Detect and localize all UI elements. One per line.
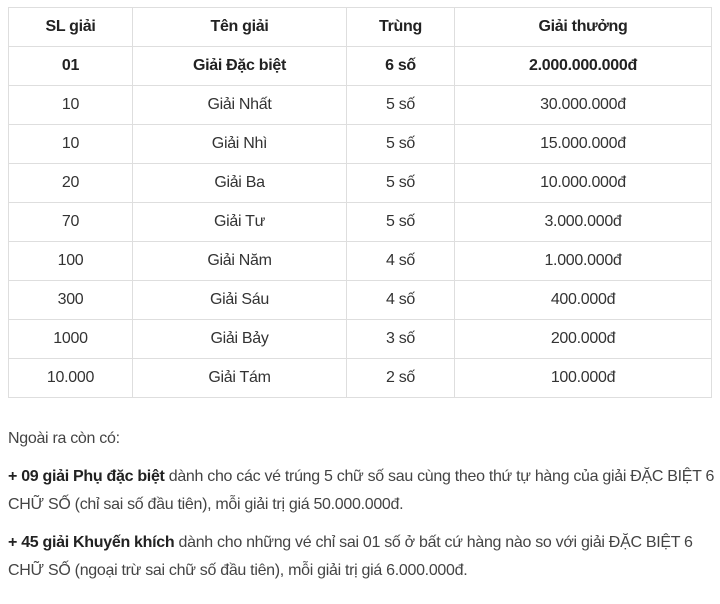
cell-match: 5 số: [346, 124, 455, 164]
header-prize-name: Tên giải: [132, 7, 347, 47]
cell-prize-name: Giải Đặc biệt: [132, 46, 347, 86]
table-row: 100 Giải Năm 4 số 1.000.000đ: [8, 241, 712, 281]
header-quantity: SL giải: [8, 7, 133, 47]
cell-match: 3 số: [346, 319, 455, 359]
header-prize-value: Giải thưởng: [454, 7, 712, 47]
cell-prize-value: 1.000.000đ: [454, 241, 712, 281]
table-header-row: SL giải Tên giải Trùng Giải thưởng: [8, 7, 712, 47]
cell-quantity: 300: [8, 280, 133, 320]
cell-prize-value: 400.000đ: [454, 280, 712, 320]
cell-match: 2 số: [346, 358, 455, 398]
cell-prize-value: 15.000.000đ: [454, 124, 712, 164]
note-item-text: dành cho các vé trúng 5 chữ số sau cùng …: [8, 468, 715, 513]
table-row: 300 Giải Sáu 4 số 400.000đ: [8, 280, 712, 320]
table-row: 1000 Giải Bảy 3 số 200.000đ: [8, 319, 712, 359]
cell-match: 4 số: [346, 280, 455, 320]
cell-prize-value: 100.000đ: [454, 358, 712, 398]
table-row: 10 Giải Nhì 5 số 15.000.000đ: [8, 124, 712, 164]
table-row: 10 Giải Nhất 5 số 30.000.000đ: [8, 85, 712, 125]
cell-quantity: 1000: [8, 319, 133, 359]
cell-match: 5 số: [346, 85, 455, 125]
table-row: 20 Giải Ba 5 số 10.000.000đ: [8, 163, 712, 203]
note-item-text: dành cho những vé chỉ sai 01 số ở bất cứ…: [8, 534, 693, 579]
table-row: 70 Giải Tư 5 số 3.000.000đ: [8, 202, 712, 242]
note-item: + 45 giải Khuyến khích dành cho những vé…: [8, 529, 718, 585]
cell-quantity: 70: [8, 202, 133, 242]
cell-prize-value: 2.000.000.000đ: [454, 46, 712, 86]
cell-prize-name: Giải Ba: [132, 163, 347, 203]
cell-prize-value: 30.000.000đ: [454, 85, 712, 125]
notes-intro: Ngoài ra còn có:: [8, 430, 120, 447]
prize-table: SL giải Tên giải Trùng Giải thưởng 01 Giả…: [8, 7, 712, 398]
cell-match: 6 số: [346, 46, 455, 86]
cell-quantity: 10.000: [8, 358, 133, 398]
cell-prize-name: Giải Năm: [132, 241, 347, 281]
cell-prize-name: Giải Nhất: [132, 85, 347, 125]
notes-section: Ngoài ra còn có: + 09 giải Phụ đặc biệt …: [8, 425, 718, 595]
cell-match: 5 số: [346, 163, 455, 203]
cell-quantity: 01: [8, 46, 133, 86]
table-row: 10.000 Giải Tám 2 số 100.000đ: [8, 358, 712, 398]
cell-quantity: 10: [8, 124, 133, 164]
cell-quantity: 10: [8, 85, 133, 125]
note-item-bold: + 09 giải Phụ đặc biệt: [8, 468, 165, 485]
cell-prize-value: 200.000đ: [454, 319, 712, 359]
cell-quantity: 20: [8, 163, 133, 203]
cell-prize-name: Giải Nhì: [132, 124, 347, 164]
note-item: + 09 giải Phụ đặc biệt dành cho các vé t…: [8, 463, 718, 519]
cell-quantity: 100: [8, 241, 133, 281]
table-row: 01 Giải Đặc biệt 6 số 2.000.000.000đ: [8, 46, 712, 86]
cell-prize-name: Giải Sáu: [132, 280, 347, 320]
cell-prize-name: Giải Tám: [132, 358, 347, 398]
cell-prize-value: 10.000.000đ: [454, 163, 712, 203]
note-item-bold: + 45 giải Khuyến khích: [8, 534, 175, 551]
cell-prize-value: 3.000.000đ: [454, 202, 712, 242]
cell-match: 5 số: [346, 202, 455, 242]
header-match: Trùng: [346, 7, 455, 47]
cell-prize-name: Giải Bảy: [132, 319, 347, 359]
cell-match: 4 số: [346, 241, 455, 281]
cell-prize-name: Giải Tư: [132, 202, 347, 242]
